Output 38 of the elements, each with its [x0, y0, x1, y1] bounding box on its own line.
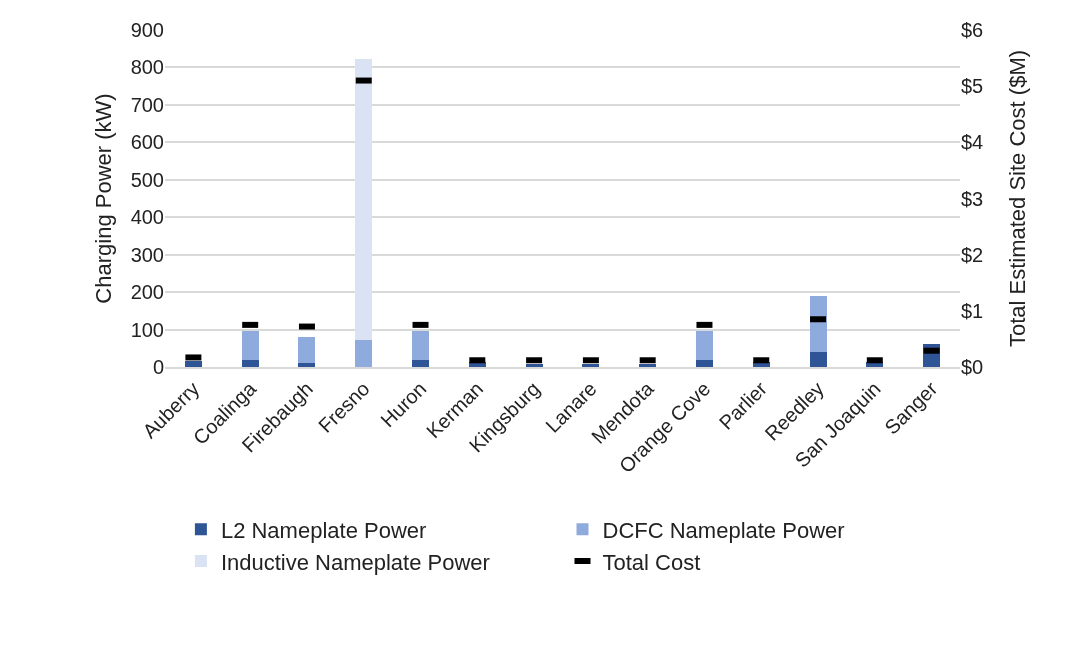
bar [582, 364, 600, 367]
y-tick-label: 700 [130, 93, 164, 116]
y-tick-label: 500 [130, 168, 164, 191]
y-tick-label: 300 [130, 243, 164, 266]
bar [525, 364, 543, 367]
y2-tick-label: $2 [961, 243, 984, 266]
y-tick-label: 800 [130, 56, 164, 79]
legend-label: Inductive Nameplate Power [220, 549, 490, 575]
bar [639, 364, 657, 367]
bar [241, 331, 259, 360]
y-tick-label: 0 [152, 356, 164, 378]
y2-tick-label: $3 [961, 187, 984, 210]
bar [412, 359, 430, 367]
y-tick-label: 600 [130, 131, 164, 154]
bar [695, 359, 713, 367]
bar [695, 331, 713, 360]
y2-tick-label: $5 [961, 75, 984, 98]
bar [184, 361, 202, 367]
bar [298, 363, 316, 367]
y-tick-label: 400 [130, 206, 164, 229]
legend-label: L2 Nameplate Power [220, 517, 427, 543]
legend-label: DCFC Nameplate Power [602, 517, 845, 543]
bar [355, 339, 373, 367]
y2-axis-title: Total Estimated Site Cost ($M) [1005, 49, 1030, 348]
y-tick-label: 900 [130, 19, 164, 41]
y-tick-label: 200 [130, 281, 164, 304]
bar [298, 336, 316, 364]
legend-label: Total Cost [602, 549, 701, 575]
bar [809, 352, 827, 367]
y2-tick-label: $1 [961, 299, 984, 322]
y2-tick-label: $6 [961, 19, 984, 41]
y2-tick-label: $0 [961, 356, 984, 378]
y-axis-title: Charging Power (kW) [91, 93, 116, 304]
y2-tick-label: $4 [961, 131, 984, 154]
bar [412, 331, 430, 360]
bar [355, 58, 373, 340]
y-tick-label: 100 [130, 318, 164, 341]
bar [241, 359, 259, 367]
